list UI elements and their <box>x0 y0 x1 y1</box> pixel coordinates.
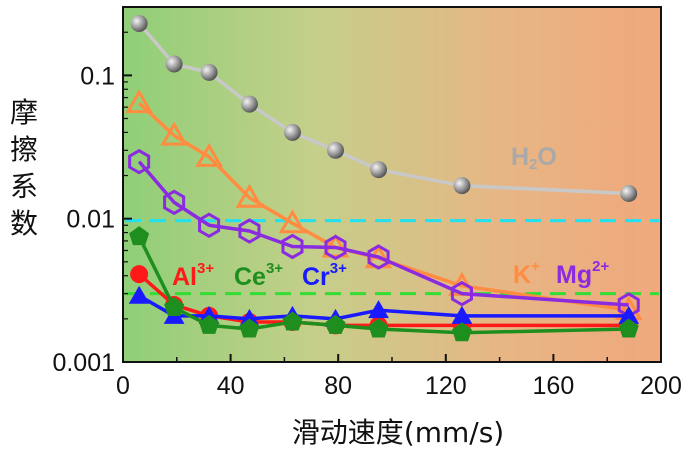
data-point <box>238 218 261 244</box>
series-label: Cr3+ <box>302 260 347 291</box>
x-axis: 0 40 80 120 160 200 <box>116 354 682 400</box>
data-point <box>618 305 640 324</box>
data-point <box>235 183 264 208</box>
data-point <box>163 189 186 216</box>
data-point <box>130 15 148 33</box>
x-tick-label: 120 <box>425 372 467 400</box>
data-point <box>165 55 183 73</box>
x-tick-label: 160 <box>533 372 575 400</box>
data-point <box>281 233 304 260</box>
y-axis-title-char: 数 <box>10 207 38 240</box>
data-point <box>125 89 153 114</box>
data-point <box>239 318 260 338</box>
x-tick-label: 40 <box>217 372 245 400</box>
data-point <box>370 161 388 179</box>
series-H2O <box>130 15 638 202</box>
y-axis: 0.001 0.01 0.1 <box>52 31 132 377</box>
data-point <box>128 148 151 175</box>
data-point <box>199 314 220 334</box>
y-axis-title-char: 系 <box>10 170 38 203</box>
data-point <box>620 184 638 202</box>
x-tick-label: 80 <box>324 372 352 400</box>
data-point <box>129 226 150 246</box>
data-point <box>195 142 223 167</box>
data-point <box>200 63 218 81</box>
data-point <box>282 311 303 331</box>
data-point <box>160 121 188 146</box>
series-Ce3+ <box>129 226 639 342</box>
x-tick-label: 0 <box>116 372 130 400</box>
series-label: H2O <box>511 143 557 173</box>
data-point <box>130 265 149 284</box>
data-point <box>453 177 471 195</box>
data-point <box>451 322 472 342</box>
reference-lines <box>125 219 659 296</box>
data-point <box>367 244 390 270</box>
data-point <box>618 318 639 338</box>
y-axis-title-char: 擦 <box>10 133 38 166</box>
data-point <box>324 234 347 261</box>
y-tick-label: 0.1 <box>80 62 115 90</box>
data-point <box>325 314 346 334</box>
y-tick-label: 0.01 <box>66 206 115 234</box>
series-line <box>137 160 629 307</box>
series-label: Ce3+ <box>234 260 283 291</box>
data-point <box>278 209 307 234</box>
x-axis-title: 滑动速度(mm/s) <box>292 416 504 449</box>
series-labels: H2O K+ Mg2+ Al3+ Cr3+ Ce3+ <box>172 143 609 291</box>
data-point <box>240 95 258 113</box>
data-point <box>198 212 221 238</box>
data-point <box>451 305 473 324</box>
series-label: Mg2+ <box>556 258 609 289</box>
series-label: Al3+ <box>172 260 214 291</box>
x-tick-label: 200 <box>640 372 682 400</box>
y-axis-title-char: 摩 <box>10 96 38 129</box>
y-tick-label: 0.001 <box>52 349 115 377</box>
series-layer <box>125 15 643 342</box>
series-K+ <box>125 89 643 321</box>
data-point <box>368 318 389 338</box>
data-point <box>128 285 150 304</box>
data-point <box>327 141 345 159</box>
data-point <box>164 297 185 317</box>
data-point <box>450 280 473 307</box>
data-point <box>283 123 301 141</box>
series-label: K+ <box>513 258 540 289</box>
data-point <box>368 300 389 319</box>
